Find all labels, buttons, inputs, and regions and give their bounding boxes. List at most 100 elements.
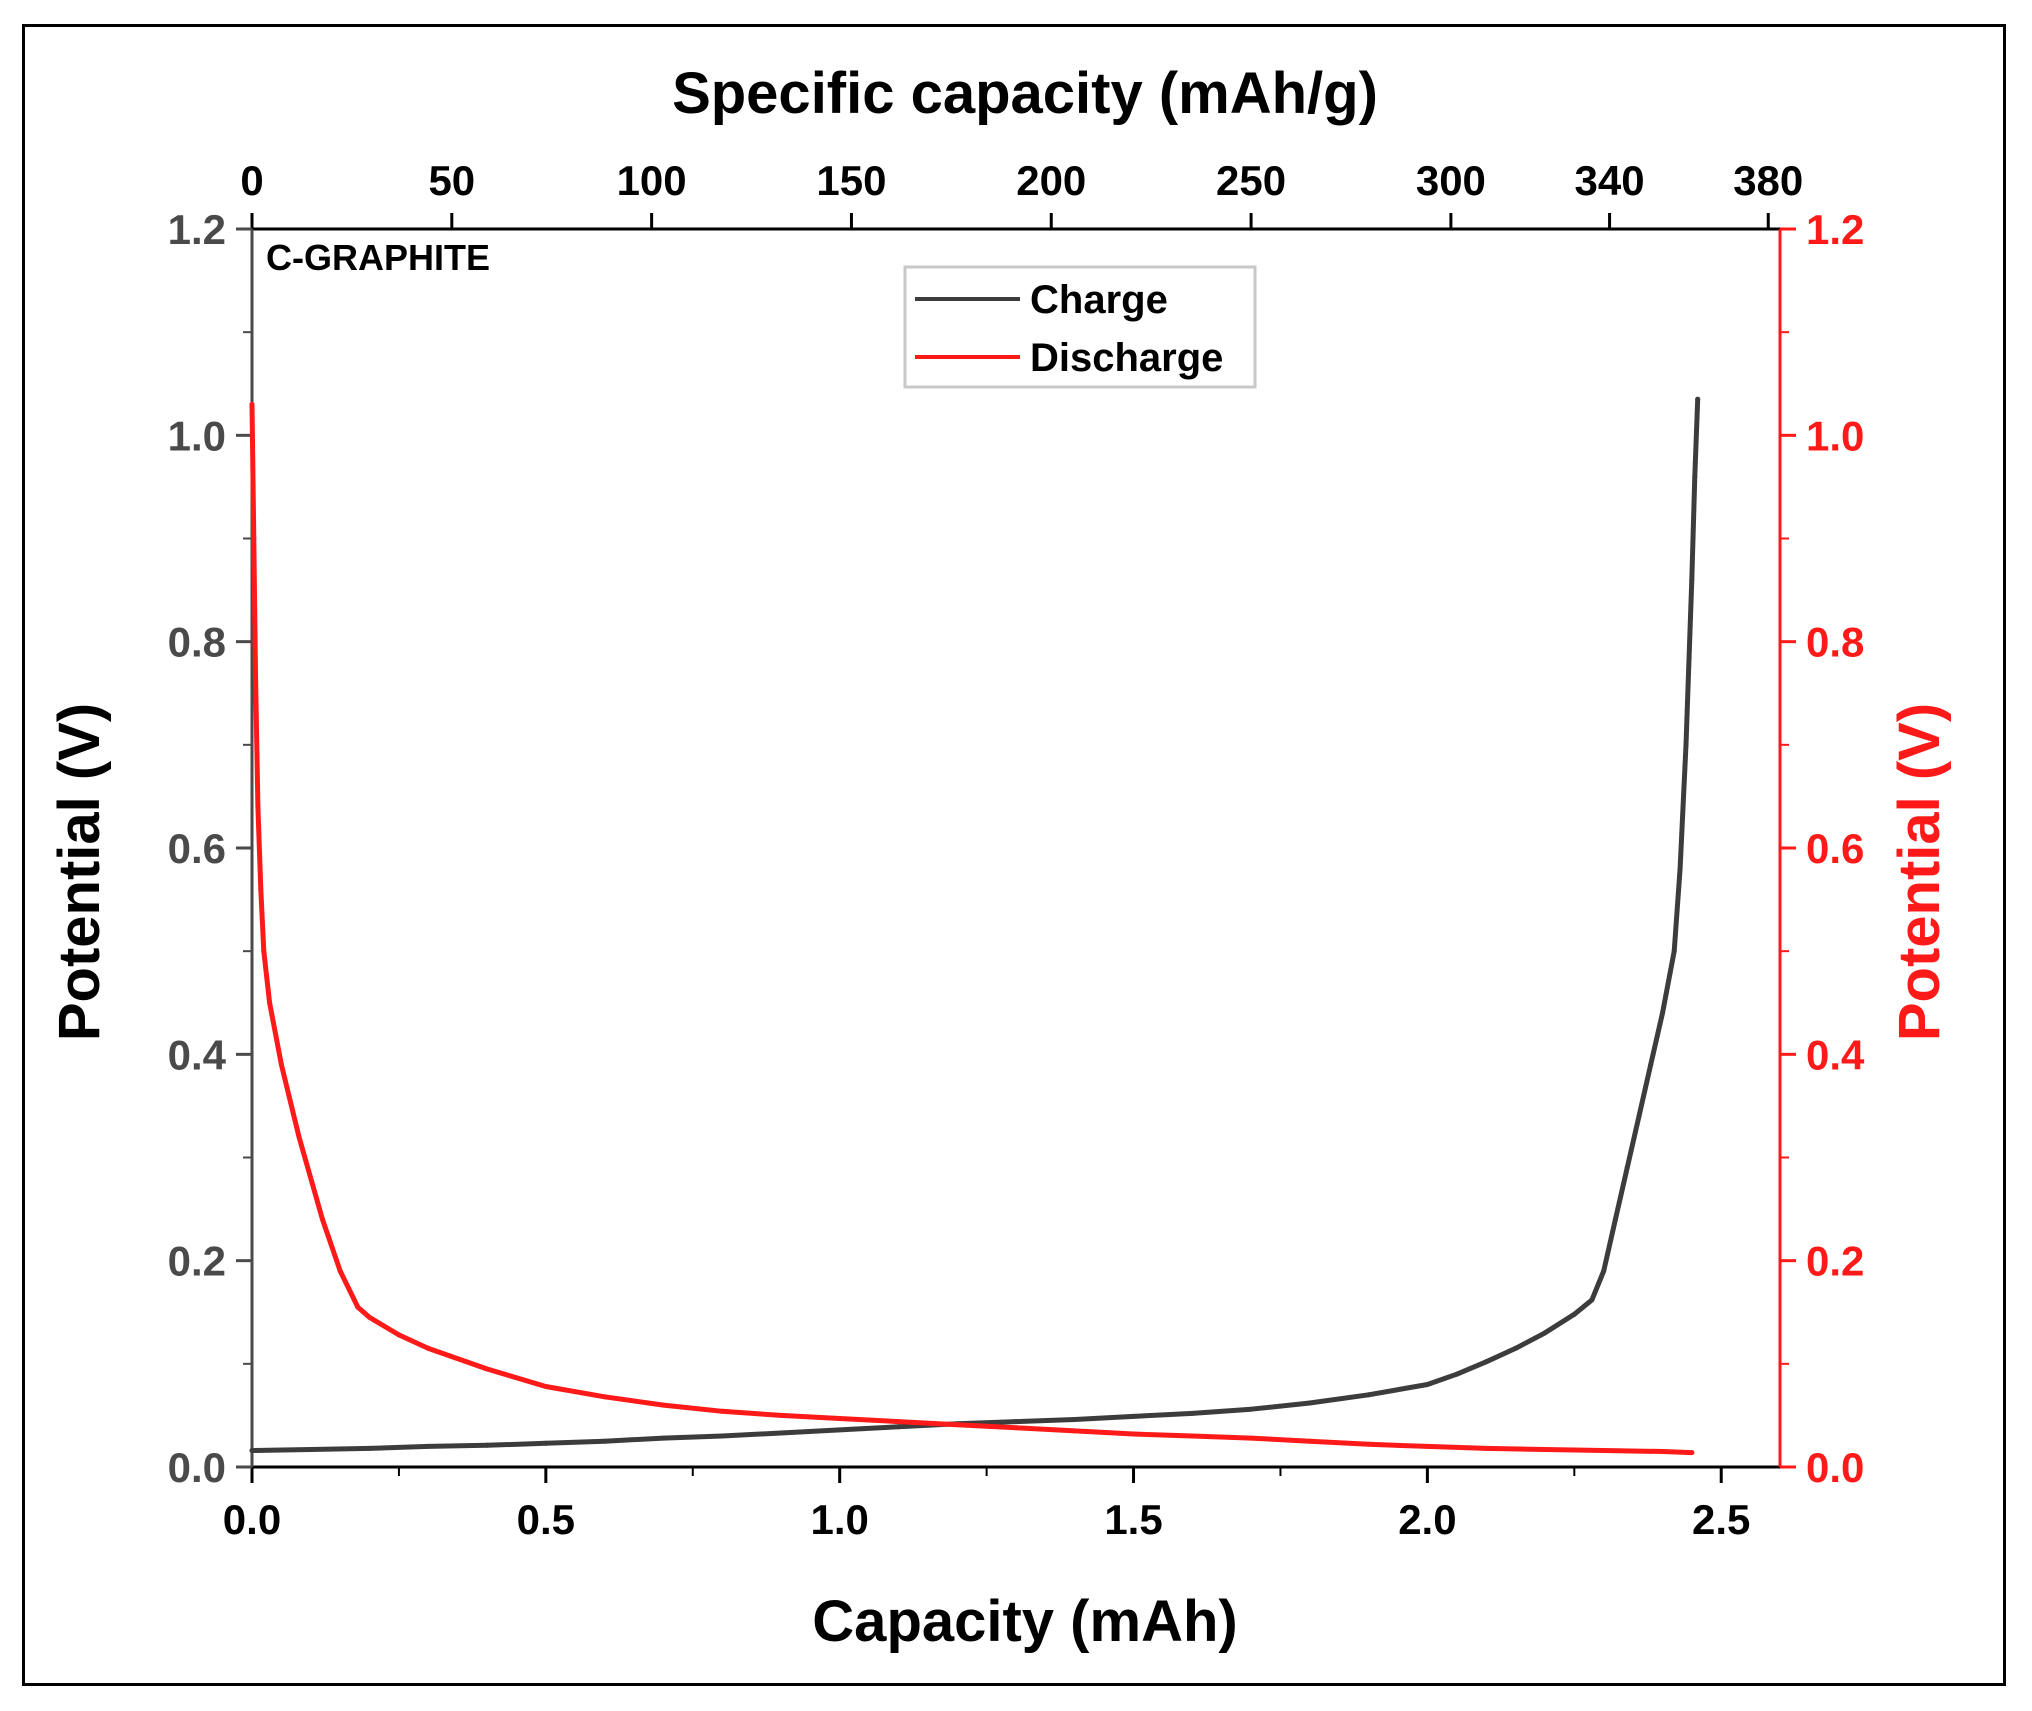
discharge-data-point: [837, 1416, 843, 1421]
x2-tick-label: 150: [816, 157, 886, 204]
charge-data-point: [1695, 396, 1701, 402]
charge-data-point: [660, 1435, 666, 1441]
x-tick-label: 1.5: [1104, 1496, 1162, 1543]
x2-tick-label: 0: [240, 157, 263, 204]
x2-tick-label: 300: [1416, 157, 1486, 204]
discharge-data-point: [1307, 1438, 1313, 1444]
charge-data-point: [1454, 1371, 1460, 1377]
charge-data-point: [1683, 742, 1689, 748]
y-tick-label-left: 0.8: [168, 619, 226, 666]
charge-data-point: [1624, 1165, 1630, 1171]
charge-data-point: [1612, 1216, 1618, 1222]
discharge-data-point: [255, 804, 261, 810]
charge-data-point: [425, 1443, 431, 1449]
y-tick-label-right: 0.0: [1806, 1444, 1864, 1491]
discharge-data-point: [267, 1000, 273, 1006]
series-layer: [249, 396, 1701, 1456]
x2-tick-label: 100: [617, 157, 687, 204]
charge-data-point: [1131, 1413, 1136, 1419]
discharge-data-point: [602, 1394, 608, 1400]
axes-layer: 0.0 0.5 1.0 1.5 2.0 2.5 0 50 100 150 200 250 300 340 3…: [168, 157, 1865, 1543]
x2-axis-title: Specific capacity (mAh/g): [672, 61, 1378, 126]
charge-data-point: [837, 1427, 843, 1433]
charge-data-point: [1366, 1392, 1372, 1398]
discharge-data-point: [337, 1268, 343, 1274]
y-tick-label-left: 0.6: [168, 825, 226, 872]
y-axis-title-left: Potential (V): [47, 703, 112, 1041]
discharge-data-point: [1601, 1448, 1607, 1453]
y-tick-label-right: 0.2: [1806, 1238, 1864, 1285]
y-tick-label-left: 1.0: [168, 412, 226, 459]
x2-tick-label: 250: [1216, 157, 1286, 204]
y-tick-label-left: 1.2: [168, 206, 226, 253]
charge-data-point: [1571, 1311, 1577, 1317]
discharge-data-point: [278, 1062, 284, 1068]
discharge-data-point: [367, 1314, 372, 1320]
x2-tick-label: 340: [1575, 157, 1645, 204]
figure-frame: 0.0 0.5 1.0 1.5 2.0 2.5 0 50 100 150 200 250 300 340 3…: [22, 24, 2006, 1686]
discharge-data-point: [1013, 1425, 1019, 1431]
charge-data-point: [308, 1447, 314, 1452]
charge-data-point: [602, 1438, 608, 1444]
x2-tick-label: 200: [1016, 157, 1086, 204]
charge-data-point: [1424, 1382, 1430, 1387]
discharge-data-point: [543, 1384, 549, 1389]
chart: 0.0 0.5 1.0 1.5 2.0 2.5 0 50 100 150 200 250 300 340 3…: [47, 61, 1952, 1654]
discharge-data-point: [251, 536, 257, 541]
legend: Charge Discharge: [903, 265, 1257, 389]
discharge-data-point: [719, 1408, 725, 1414]
charge-data-point: [1601, 1268, 1607, 1274]
x2-tick-label: 380: [1733, 157, 1803, 204]
y-tick-label-right: 1.0: [1806, 412, 1864, 459]
y-tick-label-right: 0.8: [1806, 619, 1864, 666]
charge-data-point: [1636, 1113, 1642, 1119]
charge-series-line: [249, 396, 1701, 1453]
discharge-data-point: [258, 886, 264, 892]
charge-data-point: [543, 1440, 549, 1446]
charge-data-point: [1689, 577, 1695, 583]
charge-data-point: [1589, 1297, 1595, 1303]
x-tick-label: 2.5: [1692, 1496, 1750, 1543]
discharge-data-point: [896, 1419, 901, 1425]
discharge-data-point: [249, 401, 255, 407]
y-axis-title-right: Potential (V): [1887, 703, 1952, 1041]
discharge-data-point: [253, 670, 258, 676]
charge-data-point: [1660, 1010, 1665, 1016]
discharge-data-point: [1542, 1447, 1548, 1452]
charge-data-point: [1307, 1400, 1313, 1406]
discharge-data-point: [355, 1304, 361, 1310]
discharge-data-point: [1072, 1428, 1078, 1434]
charge-data-point: [1542, 1330, 1548, 1336]
charge-data-point: [1483, 1359, 1489, 1365]
discharge-data-point: [484, 1366, 490, 1372]
charge-data-point: [1072, 1417, 1078, 1422]
y-tick-label-right: 0.4: [1806, 1031, 1865, 1078]
charge-data-point: [484, 1442, 490, 1448]
discharge-data-point: [320, 1216, 325, 1222]
discharge-data-point: [1248, 1435, 1254, 1441]
legend-charge-label: Charge: [1030, 278, 1168, 322]
legend-box: [903, 265, 1257, 389]
y-tick-label-left: 0.0: [168, 1444, 226, 1491]
discharge-data-point: [660, 1402, 666, 1408]
charge-data-point: [249, 1448, 255, 1453]
discharge-data-point: [778, 1412, 784, 1418]
y-tick-label-right: 1.2: [1806, 206, 1864, 253]
x2-tick-label: 50: [428, 157, 475, 204]
discharge-data-point: [954, 1422, 960, 1428]
charge-data-point: [1677, 866, 1683, 872]
discharge-data-point: [1131, 1431, 1136, 1437]
legend-discharge-label: Discharge: [1030, 336, 1223, 380]
y-tick-label-left: 0.4: [168, 1031, 227, 1078]
charge-data-point: [1513, 1345, 1518, 1351]
x-axis-title: Capacity (mAh): [812, 1589, 1237, 1654]
y-tick-label-left: 0.2: [168, 1238, 226, 1285]
discharge-data-point: [1366, 1441, 1372, 1447]
x-tick-label: 1.0: [810, 1496, 868, 1543]
charge-data-point: [1648, 1062, 1654, 1068]
discharge-data-point: [1189, 1433, 1195, 1439]
x-tick-label: 0.5: [517, 1496, 575, 1543]
discharge-data-point: [261, 948, 267, 954]
discharge-data-point: [296, 1134, 302, 1140]
discharge-data-point: [425, 1345, 431, 1351]
